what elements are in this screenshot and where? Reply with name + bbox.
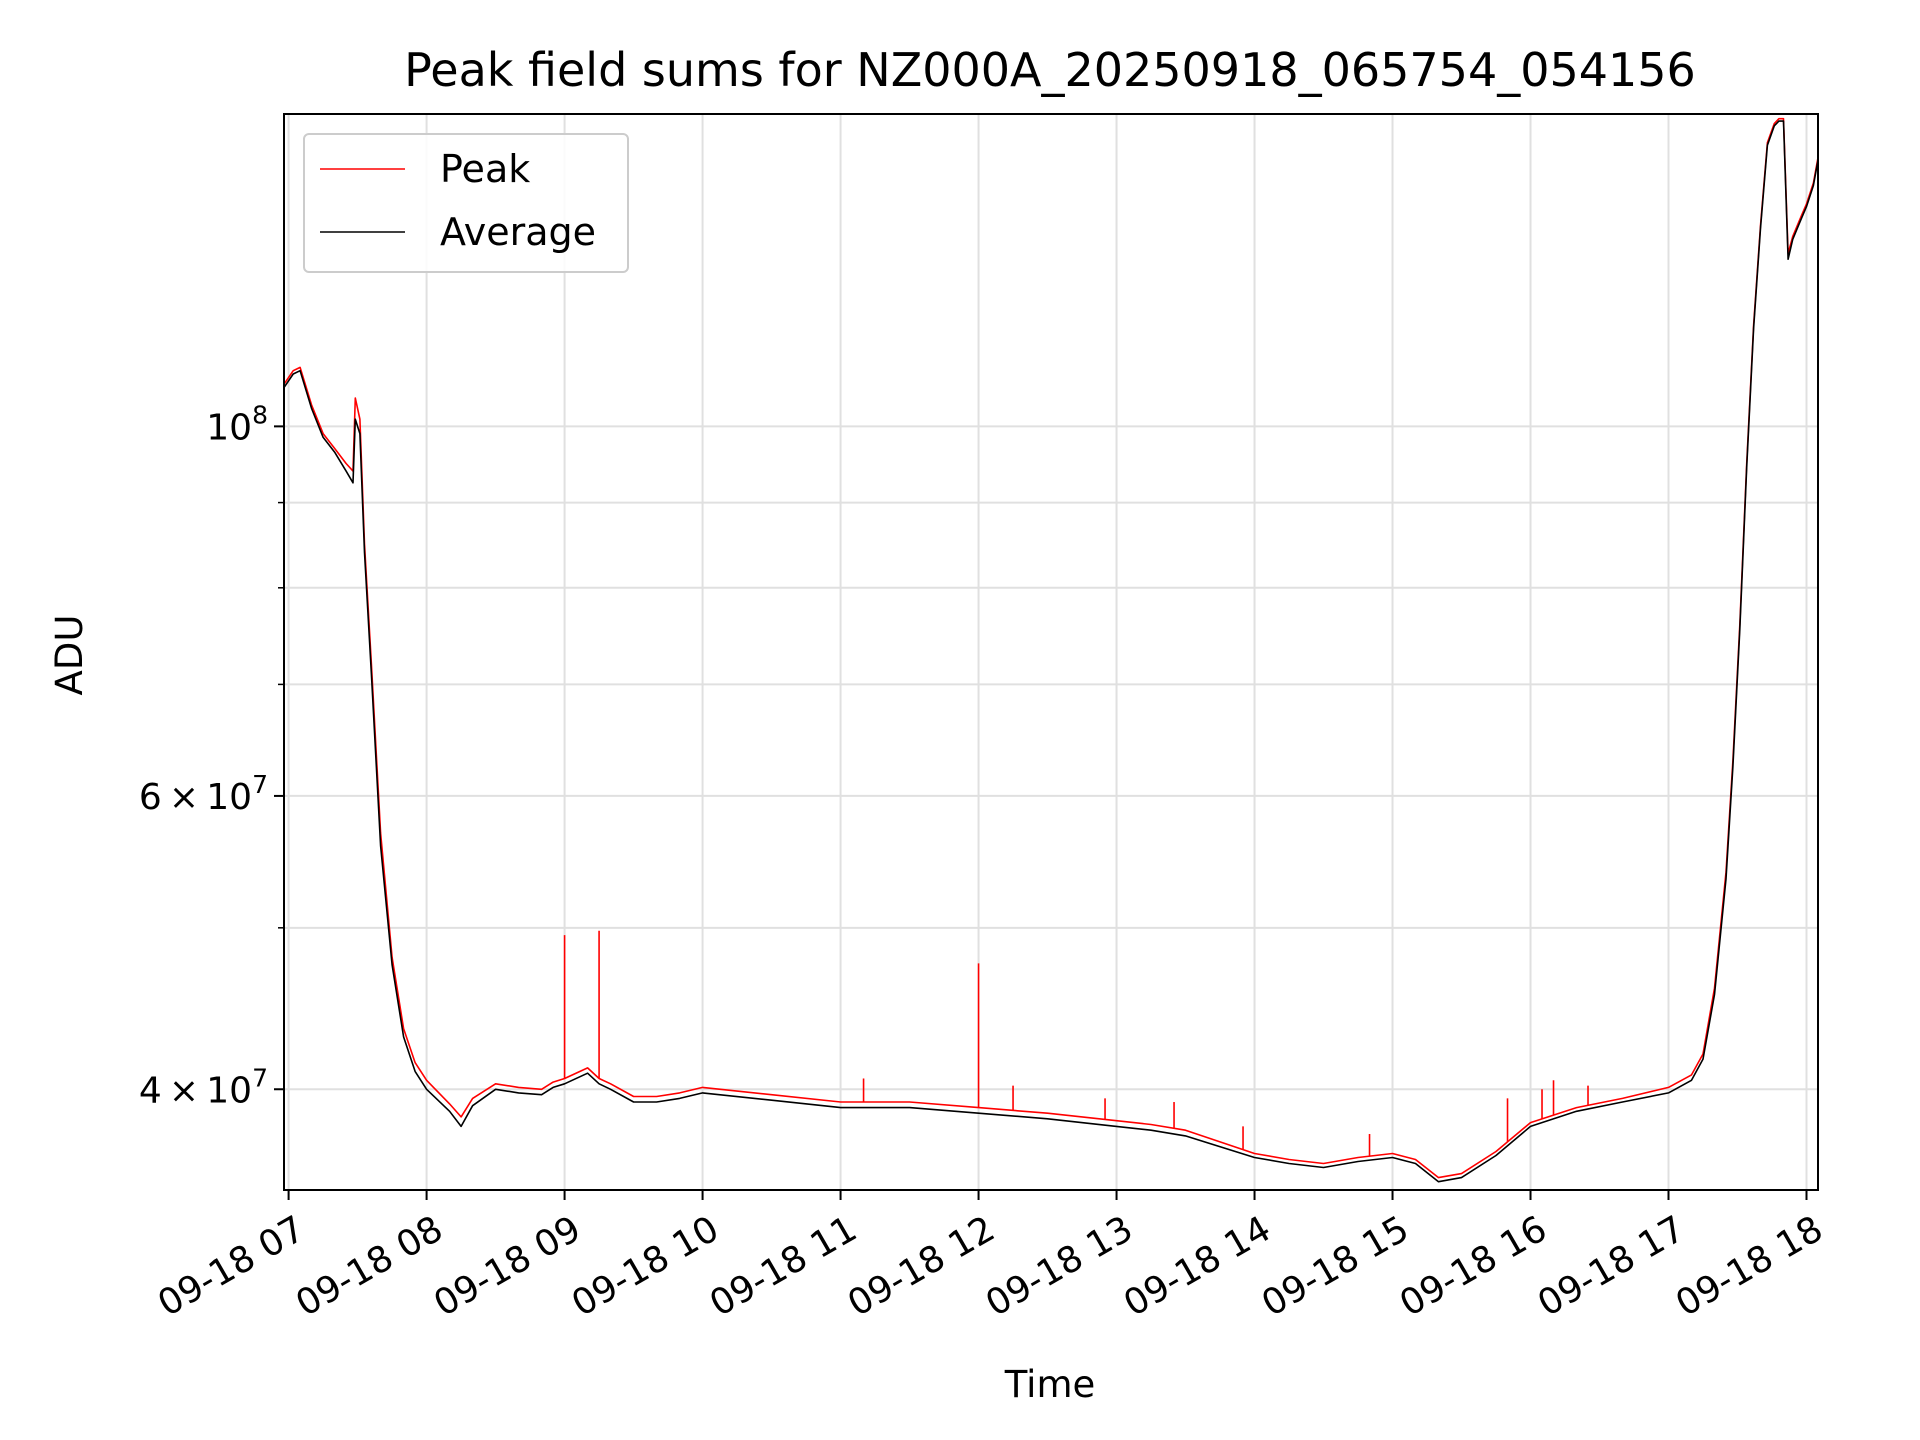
average-legend-label: Average [440,210,596,254]
average-series-line [284,120,1818,1183]
y-tick-label: 6 × 107 [139,770,268,818]
y-axis-label: ADU [48,615,91,696]
legend: Peak Average [303,133,629,273]
y-tick-label: 4 × 107 [139,1063,268,1111]
series-layer [284,117,1818,1183]
y-tick-label: 108 [206,400,268,448]
peak-legend-label: Peak [440,147,530,191]
chart-title: Peak field sums for NZ000A_20250918_0657… [404,43,1696,97]
plot-area [284,114,1818,1190]
grid [284,114,1818,1190]
plot-frame [283,113,1819,1191]
y-axis: 108 6 × 107 4 × 107 [139,400,284,1111]
x-axis-label: Time [1004,1363,1096,1406]
